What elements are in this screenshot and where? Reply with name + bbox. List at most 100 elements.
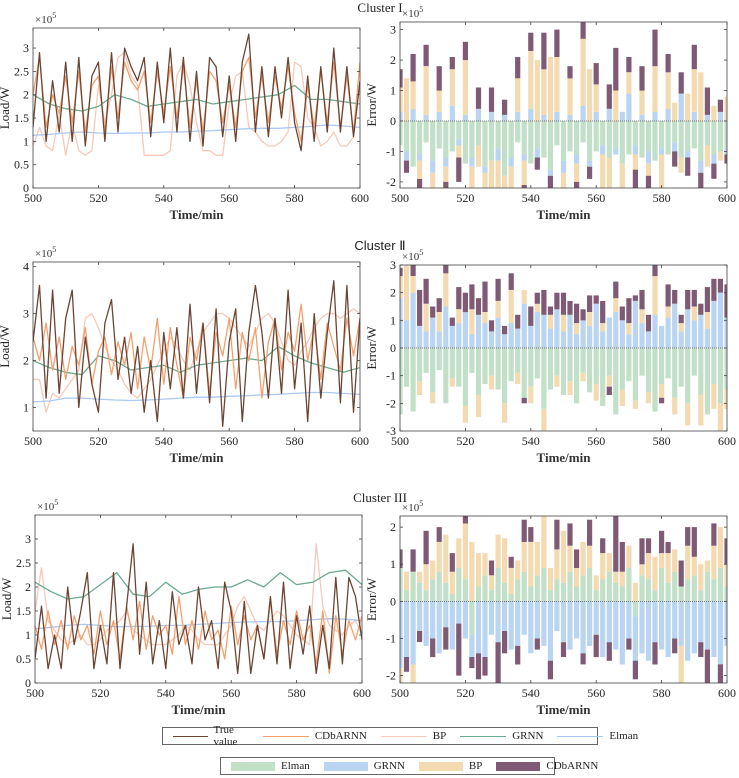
bar-cdbarnn	[417, 178, 423, 188]
bar-grnn	[456, 601, 462, 624]
bar-elman	[482, 121, 488, 167]
bar-elman	[567, 348, 573, 382]
x-tick-label: 580	[286, 191, 304, 205]
series-line-grnn	[33, 345, 360, 376]
bar-elman	[475, 121, 482, 146]
bar-bp	[495, 160, 501, 188]
legend-label: CDbARNN	[546, 760, 599, 772]
bar-grnn	[606, 601, 612, 643]
bar-elman	[541, 121, 547, 158]
bar-bp	[534, 60, 540, 121]
bar-cdbarnn	[502, 631, 508, 654]
legend-item-cdbarnn: CDbARNN	[490, 760, 598, 772]
bar-cdbarnn	[704, 87, 710, 115]
y-axis-label: Error/W	[364, 326, 379, 370]
bar-elman	[488, 121, 495, 161]
bar-bp	[541, 516, 547, 568]
bar-cdbarnn	[645, 314, 652, 332]
bar-cdbarnn	[678, 560, 684, 587]
bar-elman	[508, 593, 514, 602]
legend-item-elman: Elman	[551, 730, 638, 742]
bar-elman	[554, 348, 560, 376]
x-tick-label: 500	[391, 434, 409, 448]
bar-bp	[430, 560, 436, 580]
bar-grnn	[515, 111, 521, 121]
bar-bp	[417, 160, 423, 179]
x-tick-label: 600	[353, 686, 371, 700]
bar-elman	[456, 121, 462, 140]
legend-item-elman: Elman	[225, 760, 310, 772]
bar-bp	[475, 553, 482, 587]
bar-cdbarnn	[639, 289, 645, 310]
bar-elman	[528, 586, 534, 602]
x-tick-label: 520	[91, 686, 109, 700]
bar-cdbarnn	[554, 292, 560, 310]
bar-elman	[541, 568, 547, 602]
bar-cdbarnn	[626, 57, 632, 73]
bar-bp	[436, 542, 442, 572]
bar-cdbarnn	[724, 538, 727, 565]
bar-cdbarnn	[475, 298, 482, 315]
bar-elman	[443, 348, 449, 404]
bar-cdbarnn	[574, 303, 580, 324]
bar-bp	[417, 571, 423, 583]
x-tick-label: 600	[718, 686, 736, 700]
bar-cdbarnn	[430, 197, 435, 215]
bar-grnn	[508, 157, 514, 167]
bar-grnn	[560, 601, 567, 643]
bar-cdbarnn	[606, 84, 612, 109]
bar-grnn	[443, 306, 449, 348]
bar-grnn	[567, 314, 573, 348]
bar-bp	[410, 664, 416, 683]
bar-grnn	[410, 601, 416, 665]
multiplier-exponent: 5	[54, 498, 58, 507]
y-tick-label: 1.5	[14, 111, 29, 125]
bar-elman	[423, 121, 429, 143]
bar-cdbarnn	[515, 57, 521, 79]
bar-bp	[606, 375, 612, 387]
bar-bp	[652, 556, 658, 591]
bar-elman	[521, 121, 527, 155]
bar-bp	[502, 175, 508, 188]
bar-cdbarnn	[554, 29, 560, 57]
bar-cdbarnn	[547, 660, 553, 680]
bar-bp	[678, 157, 684, 173]
bar-elman	[652, 348, 658, 412]
bar-elman	[678, 121, 684, 158]
bar-cdbarnn	[580, 22, 586, 39]
x-axis-label: Time/min	[170, 207, 225, 222]
bar-bp	[403, 265, 410, 321]
y-tick-label: -3	[386, 424, 396, 438]
bar-legend: Elman GRNN BP CDbARNN	[220, 757, 598, 775]
bar-elman	[456, 568, 462, 602]
bar-elman	[606, 571, 612, 602]
bar-grnn	[567, 114, 573, 121]
bar-grnn	[560, 331, 567, 348]
bar-cdbarnn	[665, 284, 671, 307]
bar-bp	[436, 90, 442, 112]
axis-multiplier: ×105	[402, 248, 423, 263]
bar-cdbarnn	[449, 317, 455, 326]
bar-bp	[410, 276, 416, 293]
bar-bp	[574, 323, 580, 335]
bar-grnn	[502, 114, 508, 121]
bar-cdbarnn	[587, 166, 593, 179]
bar-grnn	[554, 601, 560, 632]
bar-bp	[632, 154, 638, 170]
bar-cdbarnn	[652, 642, 658, 665]
bar-grnn	[528, 601, 534, 654]
bar-elman	[645, 579, 652, 602]
bar-grnn	[423, 114, 429, 121]
bar-cdbarnn	[482, 281, 488, 312]
x-tick-label: 500	[391, 686, 409, 700]
bar-bp	[547, 57, 553, 121]
axis-multiplier: ×105	[35, 245, 56, 260]
bar-elman	[495, 348, 501, 390]
bar-elman	[400, 121, 403, 146]
bar-grnn	[547, 328, 553, 348]
bar-bp	[443, 273, 449, 307]
bar-grnn	[580, 105, 586, 121]
x-tick-label: 560	[222, 686, 240, 700]
bar-elman	[685, 121, 691, 152]
